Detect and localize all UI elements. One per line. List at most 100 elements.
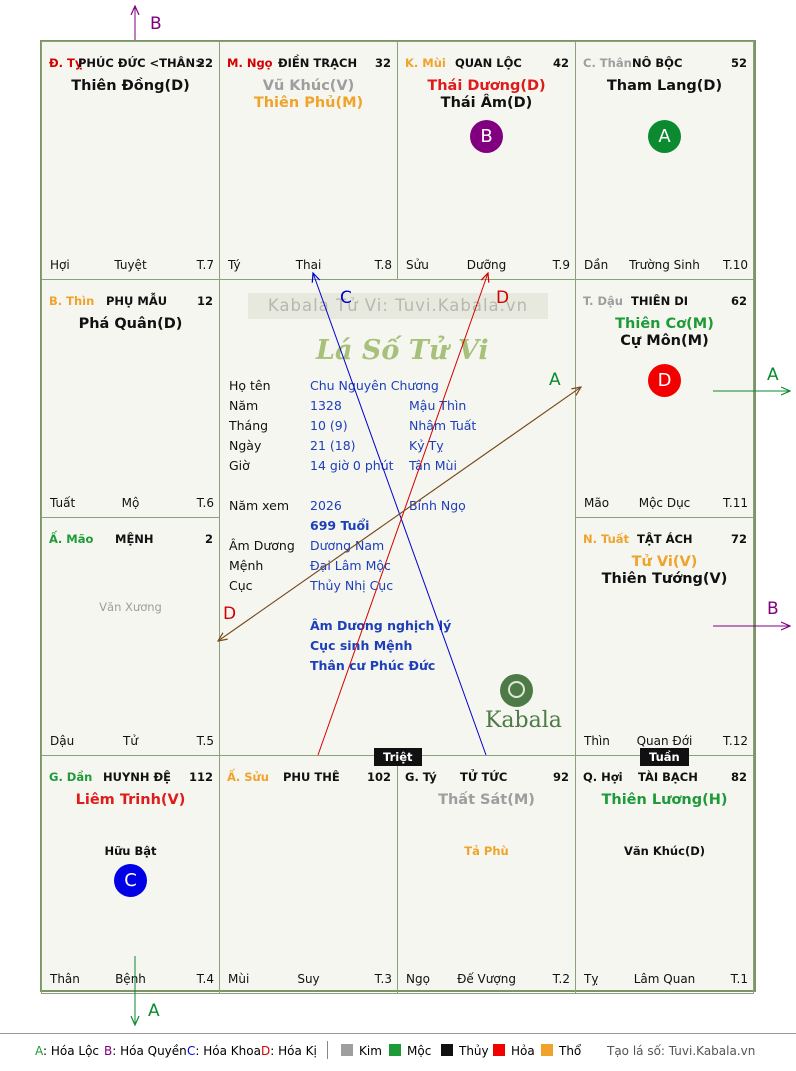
palace-name: NÔ BỘC bbox=[632, 56, 683, 70]
element-swatch bbox=[541, 1044, 553, 1056]
palace-name: HUYNH ĐỆ bbox=[103, 770, 172, 784]
can-chi-label: Ấ. Sửu bbox=[227, 770, 269, 784]
line-d2 bbox=[218, 386, 582, 641]
element-legend: Thủy bbox=[441, 1044, 489, 1058]
info-label: Cục bbox=[229, 578, 253, 593]
element-swatch bbox=[493, 1044, 505, 1056]
info-value: Thủy Nhị Cục bbox=[310, 578, 394, 593]
kabala-logo-text: Kabala bbox=[485, 708, 562, 733]
transformation-marker: B bbox=[470, 120, 503, 153]
arrow-label-d2: D bbox=[223, 604, 236, 624]
cell-tag-number: T.1 bbox=[730, 972, 748, 986]
cell-branch: Thân bbox=[50, 972, 80, 986]
palace-name: TẬT ÁCH bbox=[637, 532, 693, 546]
chart-grid: Đ. Tỵ PHÚC ĐỨC <THÂN> 22 Thiên Đồng(D) Hợi Tu… bbox=[40, 40, 756, 994]
can-chi-label: B. Thìn bbox=[49, 294, 95, 308]
legend-bar: A: Hóa Lộc B: Hóa Quyền C: Hóa Khoa D: Hóa … bbox=[0, 1033, 796, 1071]
minor-star: Hữu Bật bbox=[104, 844, 157, 858]
legend-letter: B bbox=[104, 1044, 113, 1058]
element-swatch bbox=[441, 1044, 453, 1056]
info-can-chi: Nhâm Tuất bbox=[409, 418, 477, 433]
chart-note: Cục sinh Mệnh bbox=[310, 638, 413, 653]
element-swatch bbox=[389, 1044, 401, 1056]
can-chi-label: T. Dậu bbox=[583, 294, 623, 308]
age-number: 92 bbox=[552, 770, 569, 784]
legend-text: : Hóa Khoa bbox=[195, 1044, 261, 1058]
element-swatch bbox=[341, 1044, 353, 1056]
age-number: 12 bbox=[196, 294, 213, 308]
main-star: Liêm Trinh(V) bbox=[75, 792, 186, 808]
legend-divider bbox=[0, 1033, 796, 1034]
legend-item: B: Hóa Quyền bbox=[104, 1044, 187, 1058]
legend-letter: C bbox=[187, 1044, 196, 1058]
cell-tag-number: T.6 bbox=[196, 496, 214, 510]
palace-cell-dau: T. Dậu THIÊN DI 62 Thiên Cơ(M) Cự Môn(M) D Mão… bbox=[575, 279, 754, 518]
element-legend: Thổ bbox=[541, 1044, 581, 1058]
palace-name: TÀI BẠCH bbox=[638, 770, 698, 784]
palace-name: PHỤ MẪU bbox=[106, 294, 168, 308]
arrow-label-d: D bbox=[496, 288, 509, 308]
cell-branch: Thìn bbox=[584, 734, 610, 748]
age-number: 52 bbox=[730, 56, 747, 70]
age-number: 112 bbox=[188, 770, 213, 784]
credit-link[interactable]: Tạo lá số: Tuvi.Kabala.vn bbox=[607, 1044, 756, 1058]
palace-cell-dan: G. Dần HUYNH ĐỆ 112 Liêm Trinh(V) Hữu Bật C Th… bbox=[41, 755, 220, 994]
main-star: Thái Dương(D) bbox=[427, 78, 546, 94]
arrow-label-a: A bbox=[549, 370, 561, 390]
can-chi-label: G. Dần bbox=[49, 770, 93, 784]
transformation-marker: A bbox=[648, 120, 681, 153]
info-label: Tháng bbox=[229, 418, 269, 433]
minor-star: Văn Khúc(D) bbox=[623, 844, 705, 858]
tuan-tag: Tuần bbox=[640, 748, 689, 766]
cell-stage: Thai bbox=[295, 258, 322, 272]
cell-tag-number: T.7 bbox=[196, 258, 214, 272]
year-value: 2026 bbox=[310, 498, 342, 513]
palace-name: PHU THÊ bbox=[283, 770, 340, 784]
info-can-chi: Kỷ Tỵ bbox=[409, 438, 444, 453]
palace-cell-suu: Ấ. Sửu PHU THÊ 102 Mùi Suy T.3 bbox=[219, 755, 398, 994]
can-chi-label: N. Tuất bbox=[583, 532, 630, 546]
chart-note: Thân cư Phúc Đức bbox=[310, 658, 436, 673]
cell-branch: Mùi bbox=[228, 972, 250, 986]
palace-cell-hoi: Q. Hợi TÀI BẠCH 82 Thiên Lương(H) Văn Khúc(D… bbox=[575, 755, 754, 994]
legend-text: : Hóa Kị bbox=[270, 1044, 317, 1058]
age-number: 22 bbox=[196, 56, 213, 70]
cell-branch: Dần bbox=[584, 258, 609, 272]
info-value: Dương Nam bbox=[310, 538, 385, 553]
main-star: Tham Lang(D) bbox=[606, 78, 723, 94]
info-value: 14 giờ 0 phút bbox=[310, 458, 394, 473]
cell-stage: Mộ bbox=[121, 496, 140, 510]
element-name: Mộc bbox=[407, 1044, 432, 1058]
age-number: 82 bbox=[730, 770, 747, 784]
line-d bbox=[317, 273, 488, 756]
cell-stage: Mộc Dục bbox=[638, 496, 691, 510]
info-value: Chu Nguyên Chương bbox=[310, 378, 439, 393]
palace-name: PHÚC ĐỨC <THÂN> bbox=[78, 56, 205, 70]
legend-item: C: Hóa Khoa bbox=[187, 1044, 261, 1058]
info-value: 21 (18) bbox=[310, 438, 356, 453]
cell-branch: Hợi bbox=[50, 258, 70, 272]
legend-item: D: Hóa Kị bbox=[261, 1044, 317, 1058]
arrow-label-b-top: B bbox=[150, 14, 162, 34]
palace-name: ĐIỀN TRẠCH bbox=[278, 56, 358, 70]
main-star: Cự Môn(M) bbox=[620, 333, 709, 349]
can-chi-label: M. Ngọ bbox=[227, 56, 273, 70]
main-star: Thiên Cơ(M) bbox=[615, 316, 714, 332]
cell-stage: Tuyệt bbox=[114, 258, 147, 272]
main-star: Thiên Phủ(M) bbox=[253, 95, 364, 111]
legend-separator bbox=[327, 1041, 328, 1059]
main-star: Vũ Khúc(V) bbox=[262, 78, 355, 94]
cell-branch: Ngọ bbox=[406, 972, 430, 986]
info-value: 1328 bbox=[310, 398, 342, 413]
cell-tag-number: T.11 bbox=[723, 496, 748, 510]
cell-tag-number: T.9 bbox=[552, 258, 570, 272]
element-name: Thổ bbox=[559, 1044, 582, 1058]
info-can-chi: Mậu Thìn bbox=[409, 398, 467, 413]
info-label: Ngày bbox=[229, 438, 262, 453]
cell-stage: Quan Đới bbox=[636, 734, 693, 748]
cell-branch: Dậu bbox=[50, 734, 75, 748]
palace-name: THIÊN DI bbox=[631, 294, 689, 308]
minor-star: Văn Xương bbox=[99, 600, 162, 614]
age-number: 62 bbox=[730, 294, 747, 308]
element-name: Kim bbox=[359, 1044, 382, 1058]
